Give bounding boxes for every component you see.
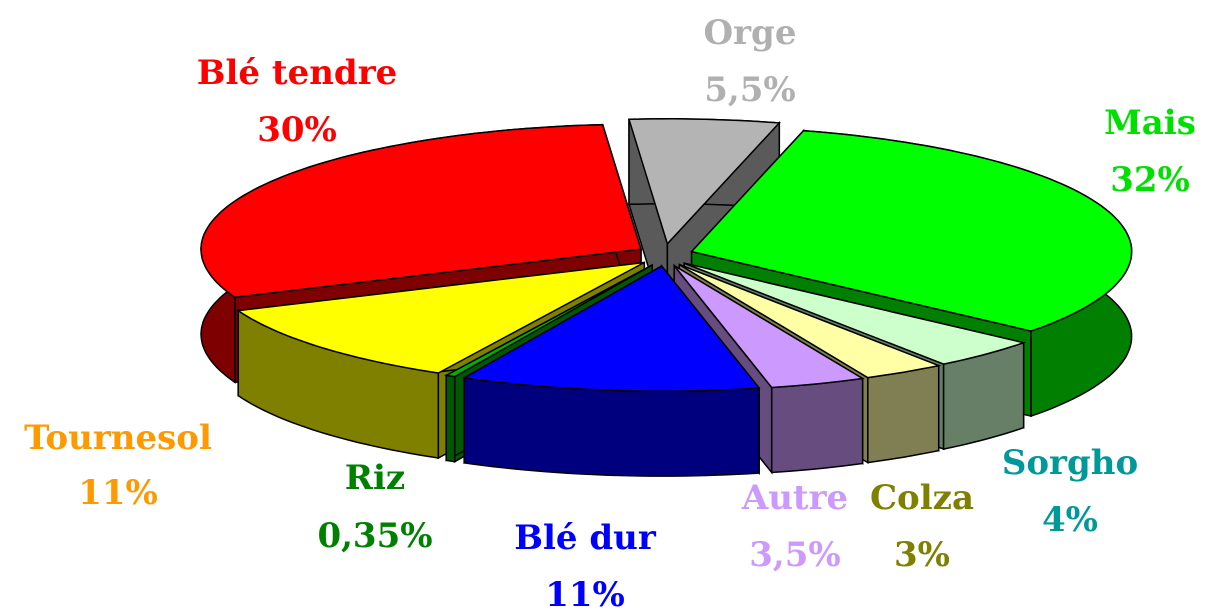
slice-top [627, 118, 781, 246]
value-label: 4% [1042, 500, 1098, 540]
category-label: Blé dur [514, 518, 657, 558]
slice-side [867, 364, 940, 464]
value-label: 3,5% [749, 535, 840, 575]
value-label: 11% [545, 575, 625, 611]
value-label: 32% [1110, 160, 1190, 200]
category-label: Tournesol [24, 418, 212, 458]
category-label: Colza [870, 478, 974, 518]
slice-top [690, 129, 1133, 332]
slice-side [770, 377, 864, 474]
slice-top [673, 264, 865, 389]
value-label: 3% [894, 535, 950, 575]
value-label: 0,35% [317, 516, 432, 556]
slice-top [200, 123, 642, 299]
slice-side [445, 374, 456, 463]
slice [461, 263, 761, 477]
category-label: Sorgho [1002, 443, 1138, 483]
slice-top [678, 263, 942, 379]
slice-top [236, 261, 645, 374]
slice-top [683, 262, 1027, 365]
value-label: 30% [257, 110, 337, 150]
slice-top [461, 265, 761, 392]
value-label: 11% [78, 473, 158, 513]
value-label: 5,5% [704, 70, 795, 110]
slice-side [463, 376, 760, 477]
category-label: Orge [704, 13, 797, 53]
slice-top [443, 264, 653, 378]
category-label: Blé tendre [197, 53, 398, 93]
category-label: Riz [345, 458, 405, 498]
category-label: Mais [1104, 103, 1196, 143]
category-label: Autre [741, 478, 848, 518]
